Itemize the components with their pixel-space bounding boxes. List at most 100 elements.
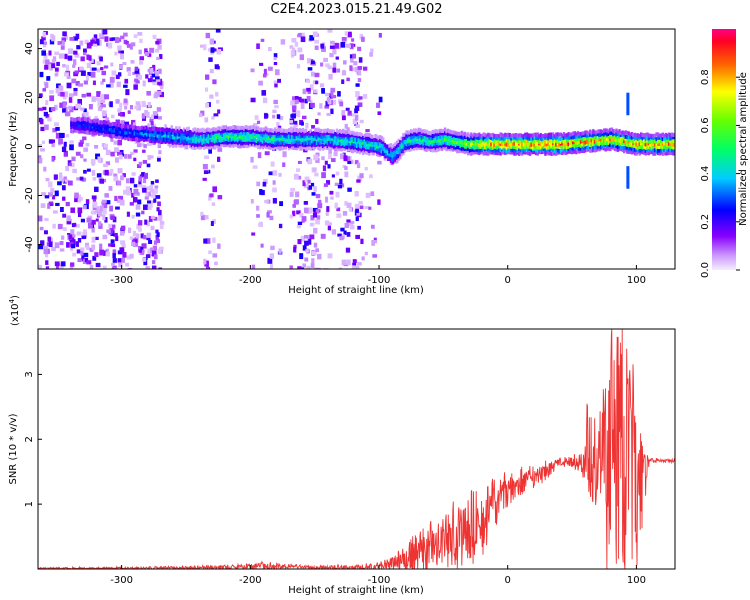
spectrogram-ridge-cell [329,133,333,138]
spectrogram-ridge-cell [148,129,152,134]
spectrogram-noise-cell [50,106,56,112]
spectrogram-ridge-cell [269,136,272,141]
spectrogram-noise-cell [336,68,341,73]
spectrogram-ridge-cell [564,147,567,152]
spectrogram-noise-cell [156,107,162,112]
spectrogram-ridge-cell [655,145,658,150]
spectrogram-ridge-cell [233,142,237,147]
spectrogram-noise-cell [254,115,259,120]
spectrogram-ridge-cell [79,120,82,125]
spectrogram-ridge-cell [647,139,651,144]
spectrogram-noise-cell [55,132,61,139]
spectrogram-ridge-cell [385,154,388,159]
spectrogram-ridge-cell [635,142,638,147]
spectrogram-ridge-cell [621,141,624,146]
spectrogram-ridge-cell [209,145,212,150]
spectrogram-ridge-cell [616,144,620,149]
spectrogram-noise-cell [146,233,151,238]
spectrogram-noise-cell [372,254,378,258]
spectrogram-noise-cell [86,260,92,265]
spectrogram-ridge-cell [272,143,275,148]
spectrogram-noise-cell [276,114,281,119]
spectrogram-ridge-cell [508,150,512,155]
spectrogram-ridge-cell [417,127,421,132]
spectrogram-ridge-cell [71,120,75,125]
spectrogram-ridge-cell [653,148,657,153]
spectrogram-ridge-cell [97,122,101,127]
spectrogram-noise-cell [364,206,369,210]
spectrogram-ridge-cell [87,124,90,129]
spectrogram-ridge-cell [524,139,527,144]
spectrogram-noise-cell [74,192,79,199]
spectrogram-streak-cell [626,175,630,179]
spectrogram-noise-cell [362,66,368,71]
spectrogram-ridge-cell [568,132,572,137]
spectrogram-noise-cell [43,166,47,172]
spectrogram-ridge-cell [324,129,328,134]
spectrogram-noise-cell [344,201,348,206]
spectrogram-ridge-cell [107,127,110,132]
spectrogram-noise-cell [337,184,343,189]
spectrogram-noise-cell [71,244,76,249]
spectrogram-ridge-cell [181,143,184,148]
spectrogram-ridge-cell [456,133,459,138]
spectrogram-noise-cell [129,45,133,50]
spectrogram-ridge-cell [263,138,266,143]
spectrogram-noise-cell [362,94,368,99]
spectrogram-ridge-cell [531,133,535,138]
spectrogram-ridge-cell [578,142,581,147]
spectrogram-noise-cell [123,189,128,195]
spectrogram-ridge-cell [101,129,104,134]
spectrogram-ridge-cell [505,148,509,153]
spectrogram-noise-cell [154,185,159,189]
spectrogram-noise-cell [364,251,368,256]
spectrogram-ridge-cell [139,126,143,131]
spectrogram-noise-cell [329,190,334,195]
spectrogram-ridge-cell [531,136,535,141]
spectrogram-ridge-cell [467,136,470,141]
spectrogram-noise-cell [153,113,159,119]
spectrogram-ridge-cell [670,136,674,141]
spectrogram-noise-cell [68,93,74,98]
spectrogram-ridge-cell [355,149,359,154]
spectrogram-ridge-cell [303,132,306,137]
spectrogram-noise-cell [345,107,350,111]
spectrogram-noise-cell [105,149,111,156]
spectrogram-ridge-cell [349,139,353,144]
spectrogram-ridge-cell [459,131,462,136]
spectrogram-noise-cell [200,110,205,116]
spectrogram-ridge-cell [621,138,624,143]
spectrogram-ridge-cell [172,137,175,142]
spectrogram-noise-cell [60,91,65,97]
spectrogram-noise-cell [136,143,142,148]
spectrogram-ridge-cell [579,140,583,145]
spectrogram-noise-cell [52,128,57,133]
spectrogram-ridge-cell [281,139,285,144]
spectrogram-ridge-cell [451,135,454,140]
spectrogram-ridge-cell [277,133,280,138]
spectrogram-noise-cell [159,221,165,225]
spectrogram-ridge-cell [396,152,399,157]
spectrogram-noise-cell [216,49,222,55]
spectrogram-ridge-cell [311,143,314,148]
spectrogram-noise-cell [146,237,151,241]
spectrogram-ridge-cell [589,138,592,143]
spectrogram-ridge-cell [385,151,388,156]
spectrogram-noise-cell [313,89,318,94]
spectrogram-noise-cell [59,172,63,178]
spectrogram-ridge-cell [304,137,308,142]
spectrogram-ridge-cell [525,144,529,149]
spectrogram-ridge-cell [241,141,244,146]
spectrogram-ridge-cell [575,150,578,155]
spectrogram-noise-cell [91,169,96,176]
spectrogram-noise-cell [151,265,157,269]
spectrogram-ridge-cell [426,141,430,146]
spectrogram-noise-cell [325,100,330,107]
spectrogram-ridge-cell [501,141,504,146]
spectrogram-noise-cell [149,119,154,123]
spectrogram-ridge-cell [670,145,674,150]
spectrogram-noise-cell [126,43,132,48]
spectrogram-ridge-cell [321,146,325,151]
spectrogram-ridge-cell [519,139,522,144]
spectrogram-noise-cell [137,32,143,36]
